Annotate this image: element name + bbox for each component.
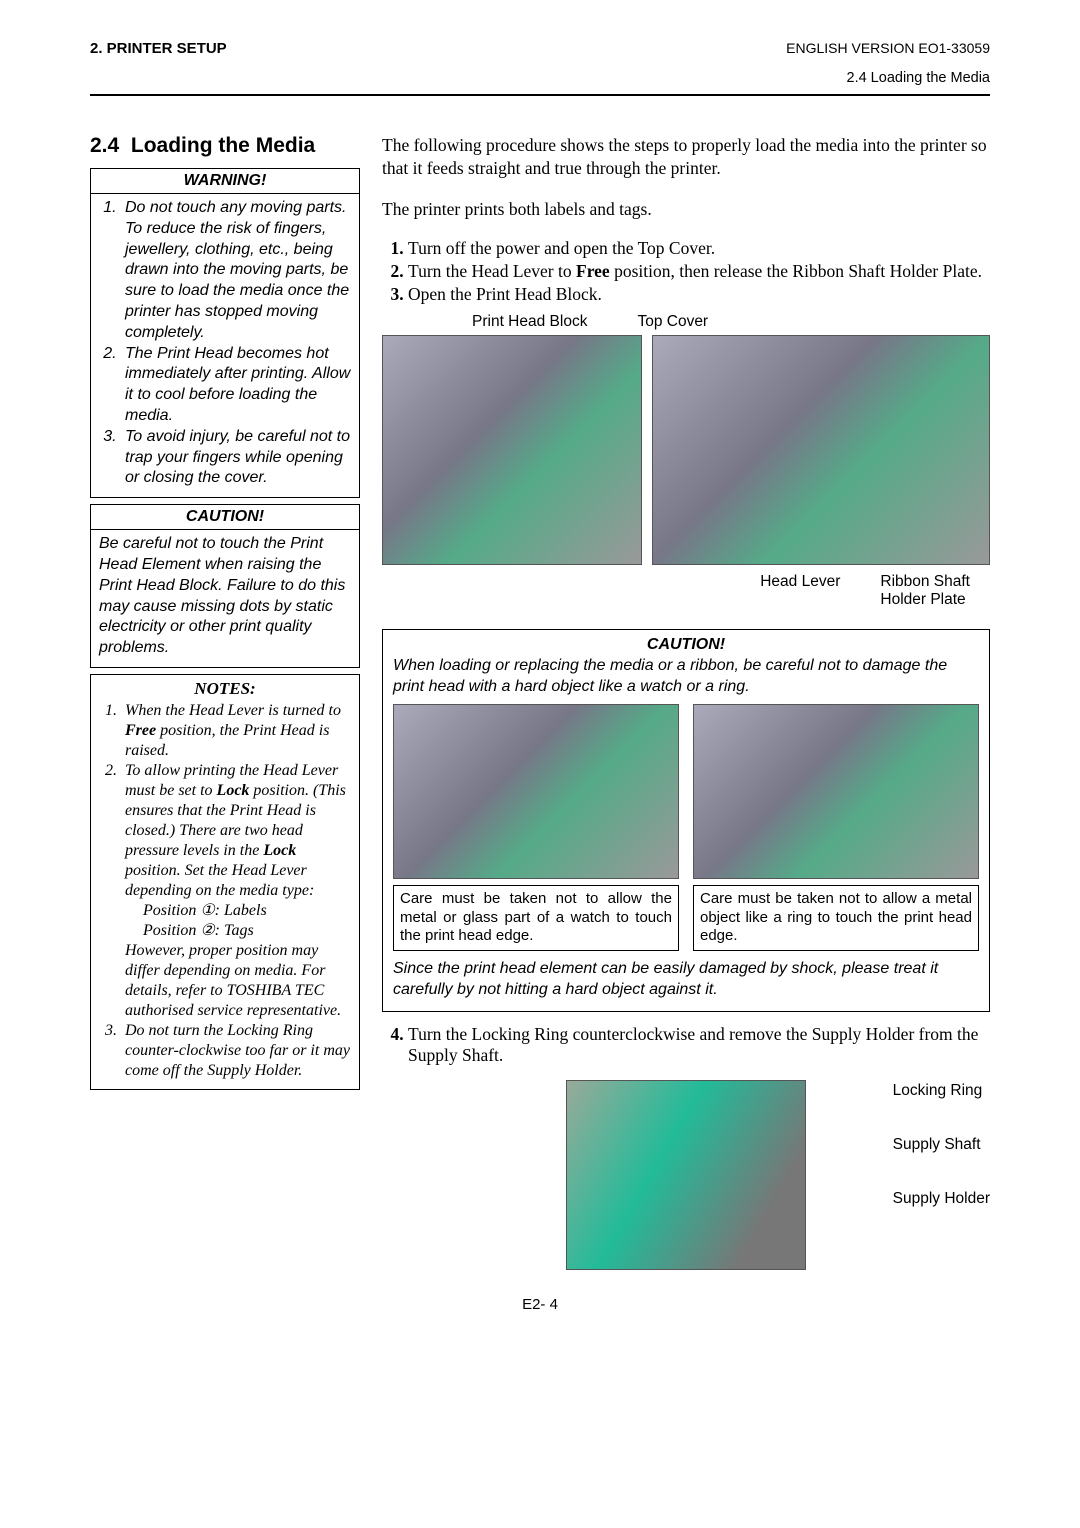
header-subsection: 2.4 Loading the Media [786, 70, 990, 86]
fig-label-ribbon-shaft: Ribbon ShaftHolder Plate [880, 573, 970, 609]
fig-label-print-head-block: Print Head Block [472, 313, 587, 331]
warning-title: WARNING! [91, 169, 359, 194]
step-item: Open the Print Head Block. [408, 284, 990, 305]
intro-paragraph: The printer prints both labels and tags. [382, 198, 990, 221]
warning-box: WARNING! Do not touch any moving parts. … [90, 168, 360, 498]
caution-left-body: Be careful not to touch the Print Head E… [91, 530, 359, 667]
notes-item: When the Head Lever is turned to Free po… [121, 701, 351, 761]
fig-label-supply-holder: Supply Holder [893, 1190, 990, 1208]
page-number: E2- 4 [90, 1296, 990, 1313]
figure-top-cover [652, 335, 990, 565]
fig-label-locking-ring: Locking Ring [893, 1082, 990, 1100]
caution-left-box: CAUTION! Be careful not to touch the Pri… [90, 504, 360, 668]
step-item: Turn off the power and open the Top Cove… [408, 238, 990, 259]
warning-item: The Print Head becomes hot immediately a… [121, 344, 351, 427]
fig-label-supply-shaft: Supply Shaft [893, 1136, 990, 1154]
figure-supply-holder [566, 1080, 806, 1270]
warning-item: To avoid injury, be careful not to trap … [121, 427, 351, 489]
figure-watch-caution [393, 704, 679, 879]
notes-box: NOTES: When the Head Lever is turned to … [90, 674, 360, 1090]
caution-right-title: CAUTION! [393, 636, 979, 654]
step-item: Turn the Locking Ring counterclockwise a… [408, 1024, 990, 1066]
header-left: 2. PRINTER SETUP [90, 40, 227, 57]
caution-right-box: CAUTION! When loading or replacing the m… [382, 629, 990, 1011]
caution-sub-right: Care must be taken not to allow a metal … [693, 885, 979, 951]
step-item: Turn the Head Lever to Free position, th… [408, 261, 990, 282]
intro-paragraph: The following procedure shows the steps … [382, 134, 990, 180]
header-right: ENGLISH VERSION EO1-33059 2.4 Loading th… [786, 40, 990, 86]
notes-title: NOTES: [91, 675, 359, 701]
header-version: ENGLISH VERSION EO1-33059 [786, 40, 990, 56]
fig-label-head-lever: Head Lever [760, 573, 840, 609]
header-rule [90, 94, 990, 96]
caution-right-lead: When loading or replacing the media or a… [393, 656, 979, 698]
fig-label-top-cover: Top Cover [637, 313, 708, 331]
notes-item: Do not turn the Locking Ring counter-clo… [121, 1021, 351, 1081]
caution-left-title: CAUTION! [91, 505, 359, 530]
section-title: 2.4 Loading the Media [90, 134, 360, 158]
caution-sub-left: Care must be taken not to allow the meta… [393, 885, 679, 951]
figure-ring-caution [693, 704, 979, 879]
figure-head-lever [382, 335, 642, 565]
notes-item: To allow printing the Head Lever must be… [121, 761, 351, 1021]
warning-item: Do not touch any moving parts. To reduce… [121, 198, 351, 344]
caution-right-footer: Since the print head element can be easi… [393, 959, 979, 1001]
